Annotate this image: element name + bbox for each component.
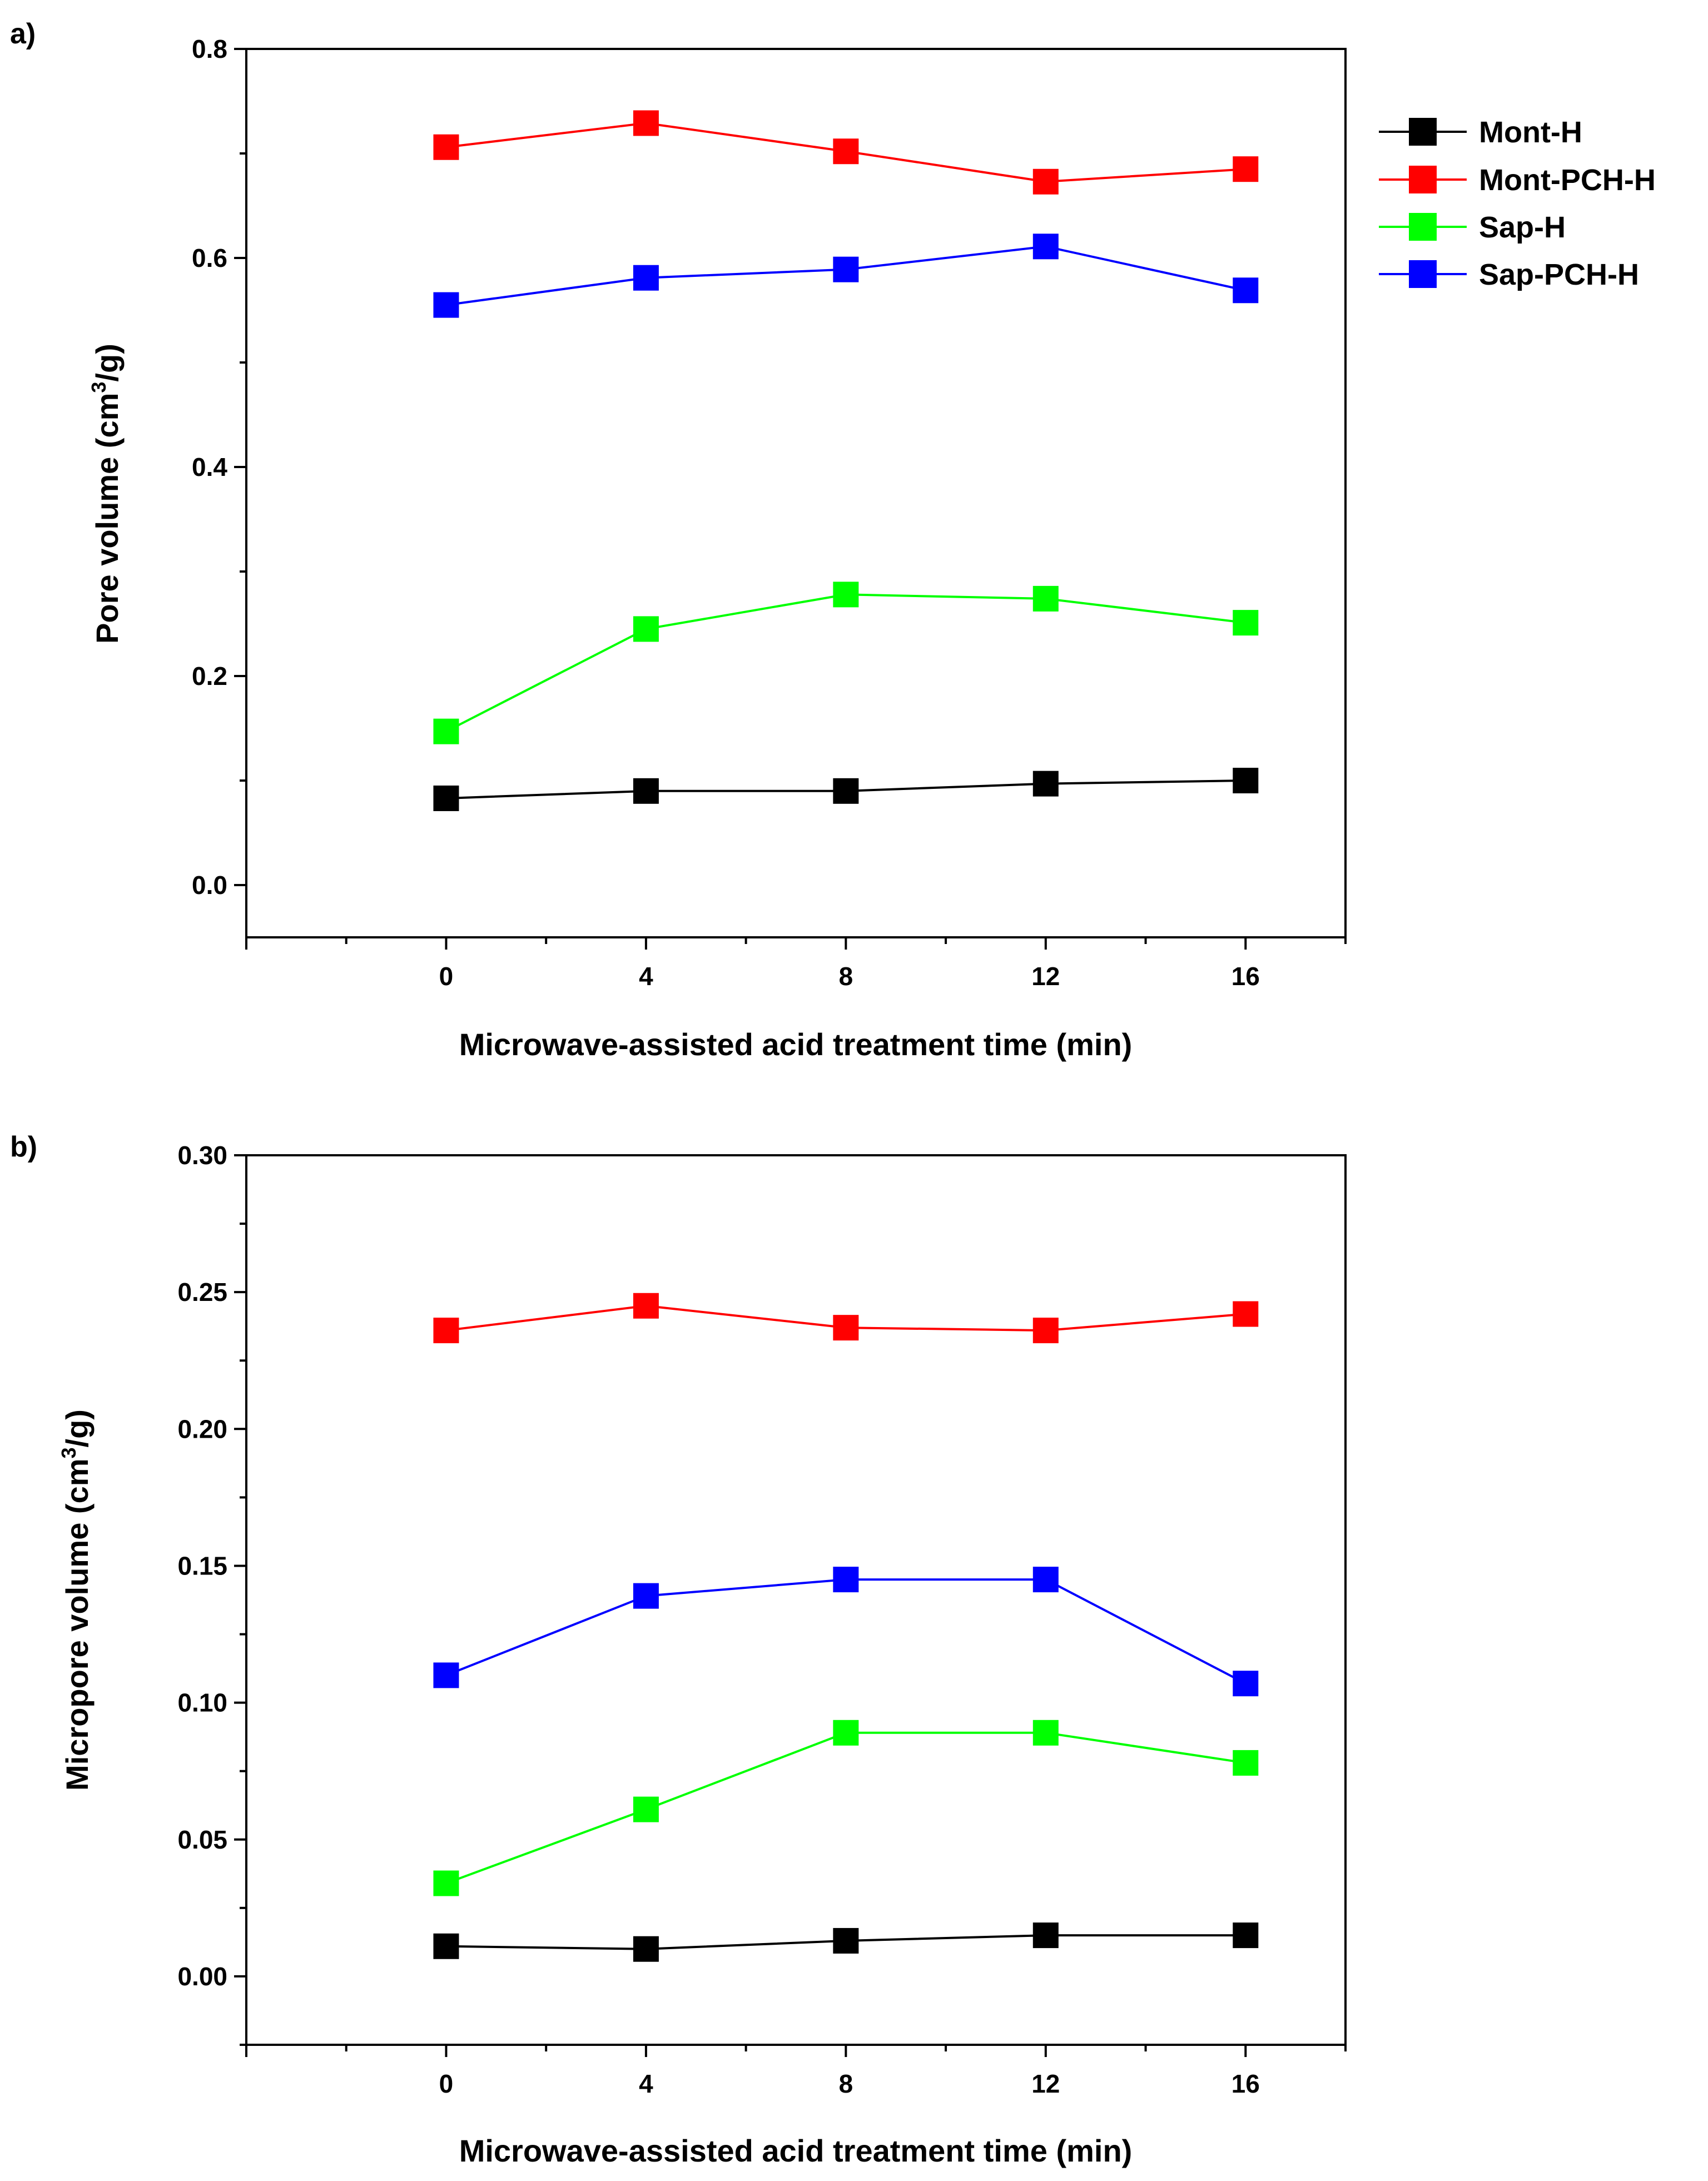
- panel-b-point-sap-pch-h-t8: [833, 1567, 859, 1593]
- panel-b-y-label-sup: 3: [57, 1447, 80, 1458]
- panel-b-x-tick-label: 4: [639, 2069, 653, 2098]
- panel-b-y-tick-label: 0.15: [177, 1551, 227, 1580]
- panel-a-point-mont-pch-h-t12: [1032, 168, 1059, 195]
- panel-a-x-axis-label: Microwave-assisted acid treatment time (…: [459, 1027, 1133, 1062]
- panel-a-point-sap-pch-h-t0: [433, 292, 459, 318]
- panel-a-y-label-main: Pore volume (cm: [90, 393, 125, 644]
- legend: Mont-H Mont-PCH-H Sap-H Sap-PCH-H: [1379, 116, 1656, 291]
- panel-b-y-axis-label: Micropore volume (cm3/g): [57, 1409, 95, 1791]
- panel-a-point-sap-pch-h-t4: [633, 265, 659, 291]
- panel-b-point-sap-pch-h-t16: [1233, 1671, 1259, 1697]
- panel-b-series-line-sap-pch-h: [445, 1578, 1247, 1685]
- panel-a-y-label-sup: 3: [87, 382, 110, 393]
- panel-a-point-sap-h-t12: [1032, 585, 1059, 612]
- panel-a-y-tick-label: 0.0: [192, 871, 227, 900]
- panel-b-label: b): [10, 1131, 37, 1163]
- panel-a-point-sap-h-t8: [833, 582, 859, 608]
- panel-b-point-mont-h-t12: [1032, 1922, 1059, 1949]
- legend-marker-mont-pch-h: [1409, 166, 1437, 193]
- panel-a-label: a): [10, 18, 36, 50]
- panel-a-point-sap-pch-h-t16: [1233, 277, 1259, 304]
- panel-a-point-mont-h-t8: [833, 778, 859, 804]
- panel-a-y-tick-label: 0.6: [192, 244, 227, 272]
- panel-a-point-sap-pch-h-t12: [1032, 233, 1059, 260]
- panel-b-point-mont-h-t16: [1233, 1922, 1259, 1949]
- panel-a: a) 0 4 8 12 16 0.0 0.2 0.4 0.6 0.8 Microwave-ass…: [10, 18, 1656, 1062]
- panel-a-point-mont-h-t16: [1233, 768, 1259, 793]
- legend-marker-mont-h: [1409, 118, 1437, 146]
- legend-marker-sap-h: [1409, 213, 1437, 241]
- panel-b-point-mont-pch-h-t16: [1233, 1301, 1259, 1327]
- panel-b-y-tick-label: 0.10: [177, 1688, 227, 1717]
- panel-b-y-tick-label: 0.05: [177, 1825, 227, 1854]
- panel-b-y-tick-label: 0.25: [177, 1278, 227, 1306]
- panel-b-point-sap-h-t8: [833, 1720, 859, 1746]
- panel-b-point-mont-pch-h-t8: [833, 1315, 859, 1341]
- panel-a-y-tick-label: 0.8: [192, 34, 227, 63]
- panel-b-y-label-tail: /g): [59, 1409, 95, 1447]
- legend-label-mont-h: Mont-H: [1479, 116, 1582, 149]
- panel-b-x-tick-label: 12: [1031, 2069, 1060, 2098]
- panel-a-point-mont-pch-h-t4: [633, 110, 659, 136]
- legend-marker-sap-pch-h: [1409, 260, 1437, 288]
- panel-b-point-sap-h-t12: [1032, 1720, 1059, 1746]
- panel-a-x-tick-label: 8: [839, 962, 853, 991]
- panel-a-y-tick-label: 0.2: [192, 662, 227, 690]
- panel-a-point-mont-h-t4: [633, 778, 659, 804]
- legend-label-sap-h: Sap-H: [1479, 211, 1566, 244]
- panel-a-y-tick-label: 0.4: [192, 453, 227, 481]
- panel-a-x-tick-label: 16: [1232, 962, 1260, 991]
- panel-b-plot-frame: [245, 1154, 1347, 2046]
- panel-b-point-sap-h-t0: [433, 1870, 459, 1896]
- legend-label-mont-pch-h: Mont-PCH-H: [1479, 163, 1656, 197]
- panel-b-x-tick-label: 16: [1232, 2069, 1260, 2098]
- panel-b-y-tick-label: 0.30: [177, 1141, 227, 1170]
- panel-a-point-sap-h-t4: [633, 616, 659, 642]
- panel-a-x-tick-label: 4: [639, 962, 653, 991]
- panel-b-x-axis-label: Microwave-assisted acid treatment time (…: [459, 2133, 1133, 2168]
- panel-a-plot-frame: [245, 48, 1347, 938]
- panel-b-x-tick-label: 8: [839, 2069, 853, 2098]
- panel-b-point-sap-h-t16: [1233, 1750, 1259, 1776]
- panel-b-point-mont-h-t0: [433, 1933, 459, 1959]
- panel-b-y-tick-label: 0.00: [177, 1962, 227, 1991]
- panel-b-point-sap-pch-h-t4: [633, 1583, 659, 1609]
- panel-b-point-mont-pch-h-t0: [433, 1318, 459, 1344]
- panel-a-x-tick-label: 12: [1031, 962, 1060, 991]
- panel-a-point-mont-h-t12: [1032, 771, 1059, 797]
- panel-b-y-label-main: Micropore volume (cm: [59, 1458, 95, 1790]
- panel-a-point-sap-pch-h-t8: [833, 256, 859, 282]
- panel-a-y-label-tail: /g): [90, 344, 125, 381]
- panel-b-point-sap-pch-h-t12: [1032, 1567, 1059, 1593]
- panel-a-point-sap-h-t16: [1233, 610, 1259, 636]
- panel-b-point-mont-h-t8: [833, 1927, 859, 1954]
- panel-a-point-mont-pch-h-t0: [433, 134, 459, 160]
- panel-b-series-line-sap-h: [445, 1731, 1246, 1885]
- panel-b-point-mont-h-t4: [633, 1936, 659, 1962]
- panel-b: b) 0 4 8 12 16 0.000.050.100.150.200.250.30 …: [10, 1131, 1347, 2168]
- panel-a-series-line-sap-h: [445, 593, 1246, 733]
- legend-label-sap-pch-h: Sap-PCH-H: [1479, 258, 1639, 291]
- panel-b-x-tick-label: 0: [439, 2069, 454, 2098]
- panel-b-point-sap-pch-h-t0: [433, 1662, 459, 1688]
- panel-a-point-mont-pch-h-t8: [833, 138, 859, 165]
- panel-b-point-mont-pch-h-t4: [633, 1293, 659, 1319]
- panel-a-x-tick-label: 0: [439, 962, 454, 991]
- panel-b-point-mont-pch-h-t12: [1032, 1318, 1059, 1344]
- panel-b-point-sap-h-t4: [633, 1796, 659, 1822]
- panel-a-y-axis-label: Pore volume (cm3/g): [87, 344, 125, 644]
- panel-a-point-mont-h-t0: [433, 785, 459, 811]
- panel-a-point-sap-h-t0: [433, 718, 459, 744]
- panel-a-point-mont-pch-h-t16: [1233, 156, 1259, 182]
- panel-b-y-tick-label: 0.20: [177, 1414, 227, 1443]
